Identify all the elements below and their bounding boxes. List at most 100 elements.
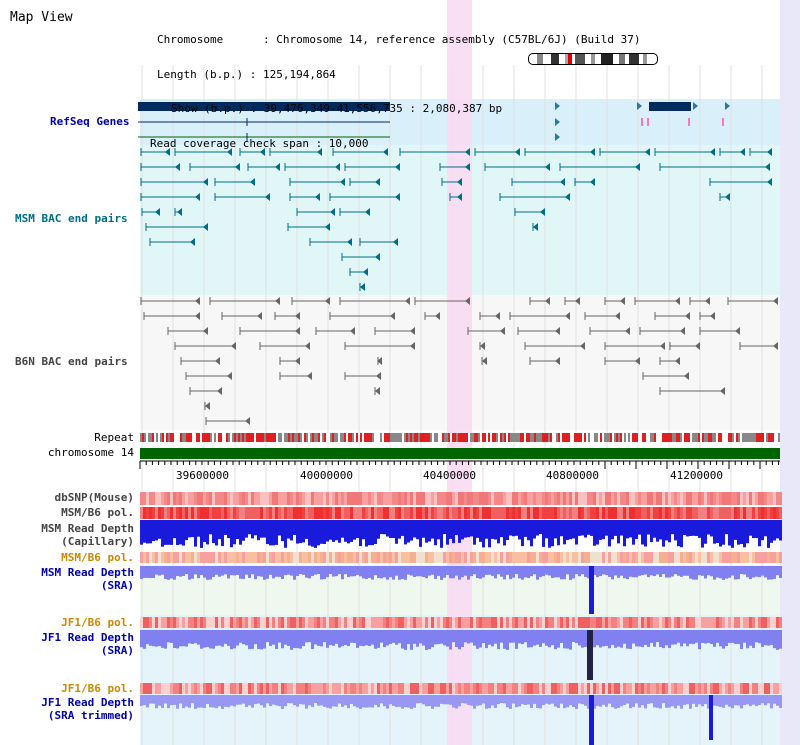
msm-pol2-cell	[383, 552, 386, 563]
msm-depth-sra-bar	[389, 566, 392, 578]
msm-depth-capillary-bar	[245, 520, 248, 538]
dbsnp-cell	[503, 492, 506, 505]
msm-depth-capillary-bar	[626, 520, 629, 539]
jf1-depth-trim-bar	[563, 695, 566, 709]
msm-pol-cell	[629, 507, 632, 519]
msm-depth-capillary-bar	[329, 520, 332, 540]
dbsnp-cell	[704, 492, 707, 505]
dbsnp-cell	[236, 492, 239, 505]
jf1-pol2-cell	[350, 683, 353, 694]
jf1-pol-cell	[425, 617, 428, 628]
msm-depth-sra-bar	[302, 566, 305, 575]
jf1-pol-cell	[653, 617, 656, 628]
jf1-depth-trim-bar	[359, 695, 362, 709]
msm-bac-pair-end	[363, 268, 368, 276]
msm-pol2-cell	[182, 552, 185, 563]
dbsnp-cell	[587, 492, 590, 505]
jf1-pol-cell	[380, 617, 383, 628]
msm-pol-cell	[212, 507, 215, 519]
jf1-depth-sra-bar	[776, 630, 779, 650]
msm-depth-sra-bar	[407, 566, 410, 575]
msm-depth-sra-bar	[182, 566, 185, 576]
jf1-depth-trim-bar	[371, 695, 374, 708]
msm-pol-cell	[560, 507, 563, 519]
jf1-depth-trim-bar	[221, 695, 224, 709]
repeat-bar	[426, 433, 428, 442]
msm-pol-cell	[161, 507, 164, 519]
msm-depth-capillary-bar	[404, 520, 407, 545]
msm-depth-capillary-bar	[644, 520, 647, 547]
jf1-pol-cell	[335, 617, 338, 628]
repeat-bar	[180, 433, 182, 442]
msm-depth-capillary-bar	[617, 520, 620, 544]
msm-depth-capillary-bar	[311, 520, 314, 547]
msm-depth-capillary-bar	[755, 520, 758, 539]
jf1-depth-sra-bar	[566, 630, 569, 649]
dbsnp-cell	[245, 492, 248, 505]
jf1-depth-trim-bar	[620, 695, 623, 707]
jf1-depth-sra-bar	[560, 630, 563, 643]
jf1-depth-sra-bar	[176, 630, 179, 649]
msm-pol-cell	[248, 507, 251, 519]
dbsnp-cell	[341, 492, 344, 505]
jf1-pol2-cell	[530, 683, 533, 694]
jf1-pol2-cell	[263, 683, 266, 694]
jf1-pol2-cell	[365, 683, 368, 694]
jf1-depth-trim-bar	[641, 695, 644, 706]
jf1-pol-cell	[473, 617, 476, 628]
msm-depth-capillary-bar	[608, 520, 611, 547]
jf1-pol-cell	[506, 617, 509, 628]
dbsnp-cell	[776, 492, 779, 505]
msm-pol2-cell	[260, 552, 263, 563]
dbsnp-cell	[365, 492, 368, 505]
msm-pol2-cell	[560, 552, 563, 563]
msm-depth-capillary-bar	[680, 520, 683, 548]
repeat-bar	[568, 433, 570, 442]
repeat-bar	[488, 433, 490, 442]
repeat-bar	[454, 433, 456, 442]
jf1-pol-cell	[149, 617, 152, 628]
jf1-depth-trim-bar	[302, 695, 305, 705]
msm-depth-capillary-bar	[464, 520, 467, 538]
jf1-depth-trim-bar	[182, 695, 185, 709]
jf1-depth-trim-bar	[266, 695, 269, 704]
msm-pol-cell	[254, 507, 257, 519]
repeat-bar	[592, 433, 594, 442]
dbsnp-cell	[200, 492, 203, 505]
chromosome-ideogram[interactable]	[528, 53, 658, 65]
msm-depth-sra-bar	[158, 566, 161, 576]
jf1-pol2-cell	[494, 683, 497, 694]
msm-depth-capillary-bar	[320, 520, 323, 544]
jf1-pol-cell	[383, 617, 386, 628]
jf1-pol-cell	[275, 617, 278, 628]
msm-pol-cell	[635, 507, 638, 519]
jf1-pol2-cell	[506, 683, 509, 694]
jf1-pol-cell	[194, 617, 197, 628]
jf1-depth-trim-bar	[551, 695, 554, 704]
repeat-bar	[198, 433, 200, 442]
jf1-depth-trim-bar	[401, 695, 404, 709]
msm-pol-cell	[659, 507, 662, 519]
msm-pol2-cell	[545, 552, 548, 563]
msm-bac-pair-end	[347, 238, 352, 246]
msm-pol-cell	[263, 507, 266, 519]
msm-pol2-cell	[491, 552, 494, 563]
repeat-bar	[158, 433, 160, 442]
jf1-depth-sra-bar	[692, 630, 695, 645]
msm-bac-pair-end	[375, 253, 380, 261]
msm-pol-cell	[215, 507, 218, 519]
dbsnp-cell	[410, 492, 413, 505]
jf1-depth-sra-bar	[236, 630, 239, 646]
msm-depth-sra-bar	[488, 566, 491, 575]
msm-pol2-cell	[221, 552, 224, 563]
jf1-depth-sra-bar	[626, 630, 629, 649]
jf1-depth-sra-bar	[224, 630, 227, 644]
msm-bac-pair-end	[203, 223, 208, 231]
jf1-pol-cell	[695, 617, 698, 628]
jf1-pol-cell	[638, 617, 641, 628]
msm-depth-sra-bar	[614, 566, 617, 576]
jf1-depth-trim-bar	[578, 695, 581, 704]
msm-pol-cell	[233, 507, 236, 519]
repeat-bar	[142, 433, 144, 442]
